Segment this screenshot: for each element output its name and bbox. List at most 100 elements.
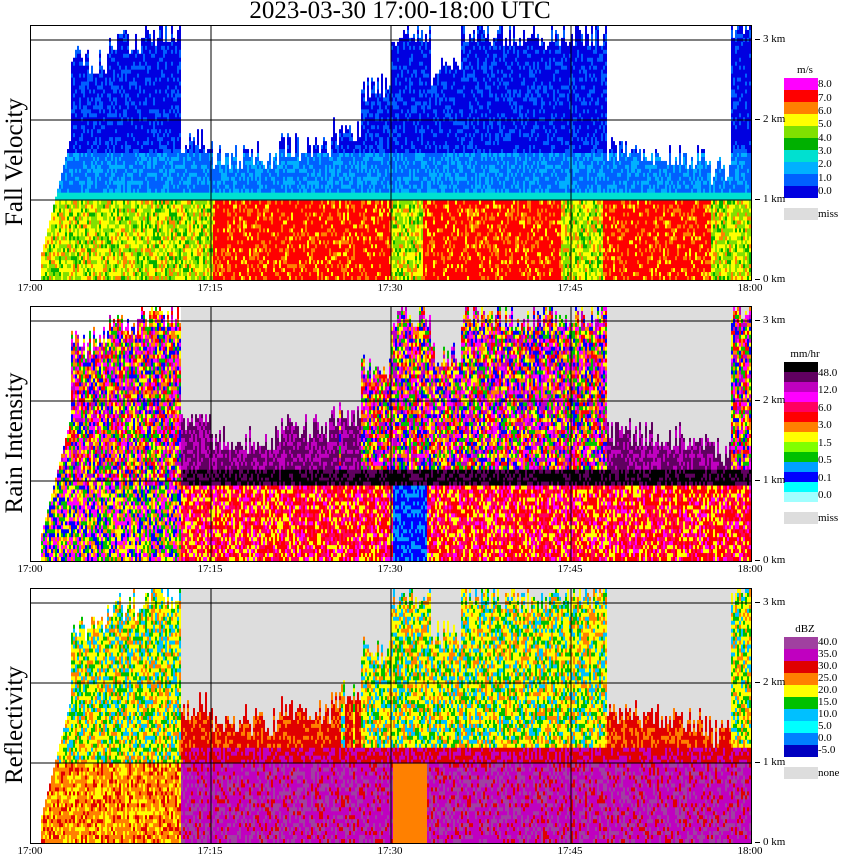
heatmap-svg bbox=[31, 307, 751, 561]
x-tick-label: 18:00 bbox=[737, 282, 762, 294]
legend-swatch bbox=[784, 150, 818, 162]
legend-level-label: 5.0 bbox=[818, 119, 832, 130]
rain-intensity-legend: mm/hr 48.0 12.0 6.0 3.0 1.5 0.5 0.1 0.0 miss bbox=[784, 348, 838, 524]
panel-title-fall-velocity: Fall Velocity bbox=[1, 27, 33, 297]
legend-swatch bbox=[784, 452, 818, 462]
legend-level-label: 1.5 bbox=[818, 437, 832, 449]
legend-swatch bbox=[784, 162, 818, 174]
legend-swatch bbox=[784, 492, 818, 502]
legend-level-label: 35.0 bbox=[818, 649, 837, 660]
heatmap-cells bbox=[41, 589, 751, 843]
chart-title: 2023-03-30 17:00-18:00 UTC bbox=[200, 0, 600, 25]
legend-swatch bbox=[784, 90, 818, 102]
legend-level-label: 0.5 bbox=[818, 455, 832, 466]
legend-level-label: 8.0 bbox=[818, 79, 832, 90]
legend-swatch bbox=[784, 673, 818, 685]
x-tick-label: 17:15 bbox=[197, 845, 222, 857]
legend-swatch bbox=[784, 412, 818, 422]
y-tick-label: 0 km bbox=[755, 273, 785, 285]
legend-missing-swatch bbox=[784, 512, 818, 524]
legend-swatch bbox=[784, 422, 818, 432]
reflectivity-plot bbox=[30, 588, 752, 844]
legend-level-label: 3.0 bbox=[818, 146, 832, 157]
legend-swatch bbox=[784, 78, 818, 90]
x-tick-label: 18:00 bbox=[737, 845, 762, 857]
legend-level-label: 20.0 bbox=[818, 685, 837, 696]
legend-swatch bbox=[784, 697, 818, 709]
x-tick-label: 17:15 bbox=[197, 282, 222, 294]
y-tick-label: 0 km bbox=[755, 836, 785, 848]
legend-missing-label: none bbox=[818, 768, 839, 779]
heatmap-svg bbox=[31, 26, 751, 280]
x-tick-label: 17:00 bbox=[17, 563, 42, 575]
x-tick-label: 17:00 bbox=[17, 282, 42, 294]
legend-missing-swatch bbox=[784, 208, 818, 220]
legend-level-label: 7.0 bbox=[818, 92, 832, 104]
y-tick-label: 2 km bbox=[755, 394, 785, 406]
x-tick-label: 17:30 bbox=[377, 845, 402, 857]
legend-swatch bbox=[784, 432, 818, 442]
legend-swatch bbox=[784, 482, 818, 492]
legend-level-label: 6.0 bbox=[818, 106, 832, 117]
legend-missing-swatch bbox=[784, 767, 818, 779]
x-tick-label: 17:45 bbox=[557, 282, 582, 294]
x-tick-label: 17:30 bbox=[377, 282, 402, 294]
legend-level-label: 48.0 bbox=[818, 367, 837, 379]
legend-swatch bbox=[784, 382, 818, 392]
legend-level-label: 0.0 bbox=[818, 490, 832, 501]
legend-level-label: 15.0 bbox=[818, 697, 837, 708]
fall-velocity-legend: m/s 8.0 7.0 6.0 5.0 4.0 3.0 2.0 1.0 0.0 miss bbox=[784, 64, 838, 236]
legend-swatch bbox=[784, 102, 818, 114]
legend-level-label: 0.0 bbox=[818, 186, 832, 197]
panel-title-reflectivity: Reflectivity bbox=[1, 590, 33, 860]
reflectivity-legend: dBZ 40.0 35.0 30.0 25.0 20.0 15.0 10.0 5.0 0.0 -5.… bbox=[784, 623, 839, 795]
legend-missing-label: miss bbox=[818, 513, 838, 524]
heatmap-svg bbox=[31, 589, 751, 843]
y-tick-label: 0 km bbox=[755, 554, 785, 566]
legend-level-label: 40.0 bbox=[818, 637, 837, 648]
legend-swatch bbox=[784, 462, 818, 472]
legend-unit: dBZ bbox=[784, 623, 826, 635]
legend-level-label: 5.0 bbox=[818, 721, 832, 732]
legend-level-label: 25.0 bbox=[818, 673, 837, 684]
legend-level-label: 0.1 bbox=[818, 472, 832, 484]
legend-swatch bbox=[784, 472, 818, 482]
legend-level-label: 3.0 bbox=[818, 420, 832, 431]
rain-intensity-plot bbox=[30, 306, 752, 562]
legend-swatch bbox=[784, 685, 818, 697]
legend-swatch bbox=[784, 372, 818, 382]
legend-swatch bbox=[784, 174, 818, 186]
x-tick-label: 17:45 bbox=[557, 845, 582, 857]
legend-level-label: 6.0 bbox=[818, 402, 832, 414]
y-tick-label: 1 km bbox=[755, 756, 785, 768]
legend-swatch bbox=[784, 392, 818, 402]
y-tick-label: 1 km bbox=[755, 474, 785, 486]
legend-swatch bbox=[784, 114, 818, 126]
x-tick-label: 17:45 bbox=[557, 563, 582, 575]
legend-unit: mm/hr bbox=[784, 348, 826, 360]
legend-swatch bbox=[784, 745, 818, 757]
legend-swatch bbox=[784, 709, 818, 721]
legend-level-label: 12.0 bbox=[818, 385, 837, 396]
x-tick-label: 17:00 bbox=[17, 845, 42, 857]
y-tick-label: 3 km bbox=[755, 314, 785, 326]
x-tick-label: 17:15 bbox=[197, 563, 222, 575]
y-tick-label: 2 km bbox=[755, 676, 785, 688]
legend-level-label: 2.0 bbox=[818, 159, 832, 170]
legend-swatch bbox=[784, 362, 818, 372]
legend-swatch bbox=[784, 126, 818, 138]
y-tick-label: 1 km bbox=[755, 193, 785, 205]
legend-swatch bbox=[784, 138, 818, 150]
grid-lines bbox=[31, 589, 751, 843]
legend-swatch bbox=[784, 661, 818, 673]
grid-lines bbox=[31, 307, 751, 561]
y-tick-label: 3 km bbox=[755, 596, 785, 608]
heatmap-cells bbox=[41, 307, 751, 561]
legend-swatch bbox=[784, 402, 818, 412]
x-tick-label: 17:30 bbox=[377, 563, 402, 575]
legend-swatch bbox=[784, 733, 818, 745]
legend-swatch bbox=[784, 637, 818, 649]
legend-missing-label: miss bbox=[818, 209, 838, 220]
y-tick-label: 3 km bbox=[755, 33, 785, 45]
legend-level-label: 10.0 bbox=[818, 709, 837, 720]
